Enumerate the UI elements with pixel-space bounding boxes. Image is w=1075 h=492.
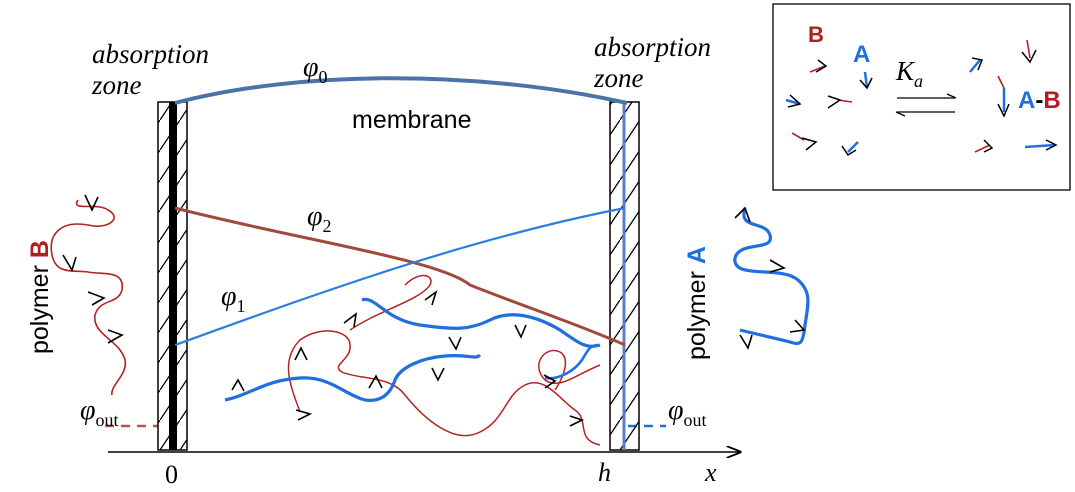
inset-product-label: A-B [1018,87,1061,114]
membrane-label: membrane [352,106,472,134]
inset-products [969,39,1058,153]
inset-reactants [785,59,873,157]
phi0-label: φ0 [303,52,328,87]
phi2-curve [174,206,626,347]
phi2-label: φ2 [307,201,332,236]
left-absorption-zone [157,101,188,451]
polymer-chains-inside [224,274,601,446]
axis-zero-label: 0 [165,460,178,487]
polymer-b-label: polymer B [26,240,54,354]
reaction-inset: B A Ka [772,3,1071,191]
inset-label-b: B [808,22,824,47]
inset-label-a: A [853,41,870,68]
phi0-curve [174,76,628,105]
right-zone-label-line1: absorption [594,32,711,62]
axis-x-label: x [704,458,717,487]
left-zone-label-line1: absorption [92,39,209,69]
right-absorption-zone [609,101,640,451]
polymer-b-chain-outside [50,194,127,396]
phi1-curve [174,206,626,347]
left-zone-label-line2: zone [91,70,142,100]
phi1-label: φ1 [221,281,246,316]
inset-rate-constant: Ka [895,56,923,91]
phi-out-right-label: φout [668,395,707,430]
right-zone-label-line2: zone [593,63,644,93]
axis-h-label: h [598,458,611,487]
polymer-a-chain-outside [733,206,810,350]
phi-out-left-label: φout [80,395,119,430]
polymer-a-label: polymer A [683,246,711,360]
